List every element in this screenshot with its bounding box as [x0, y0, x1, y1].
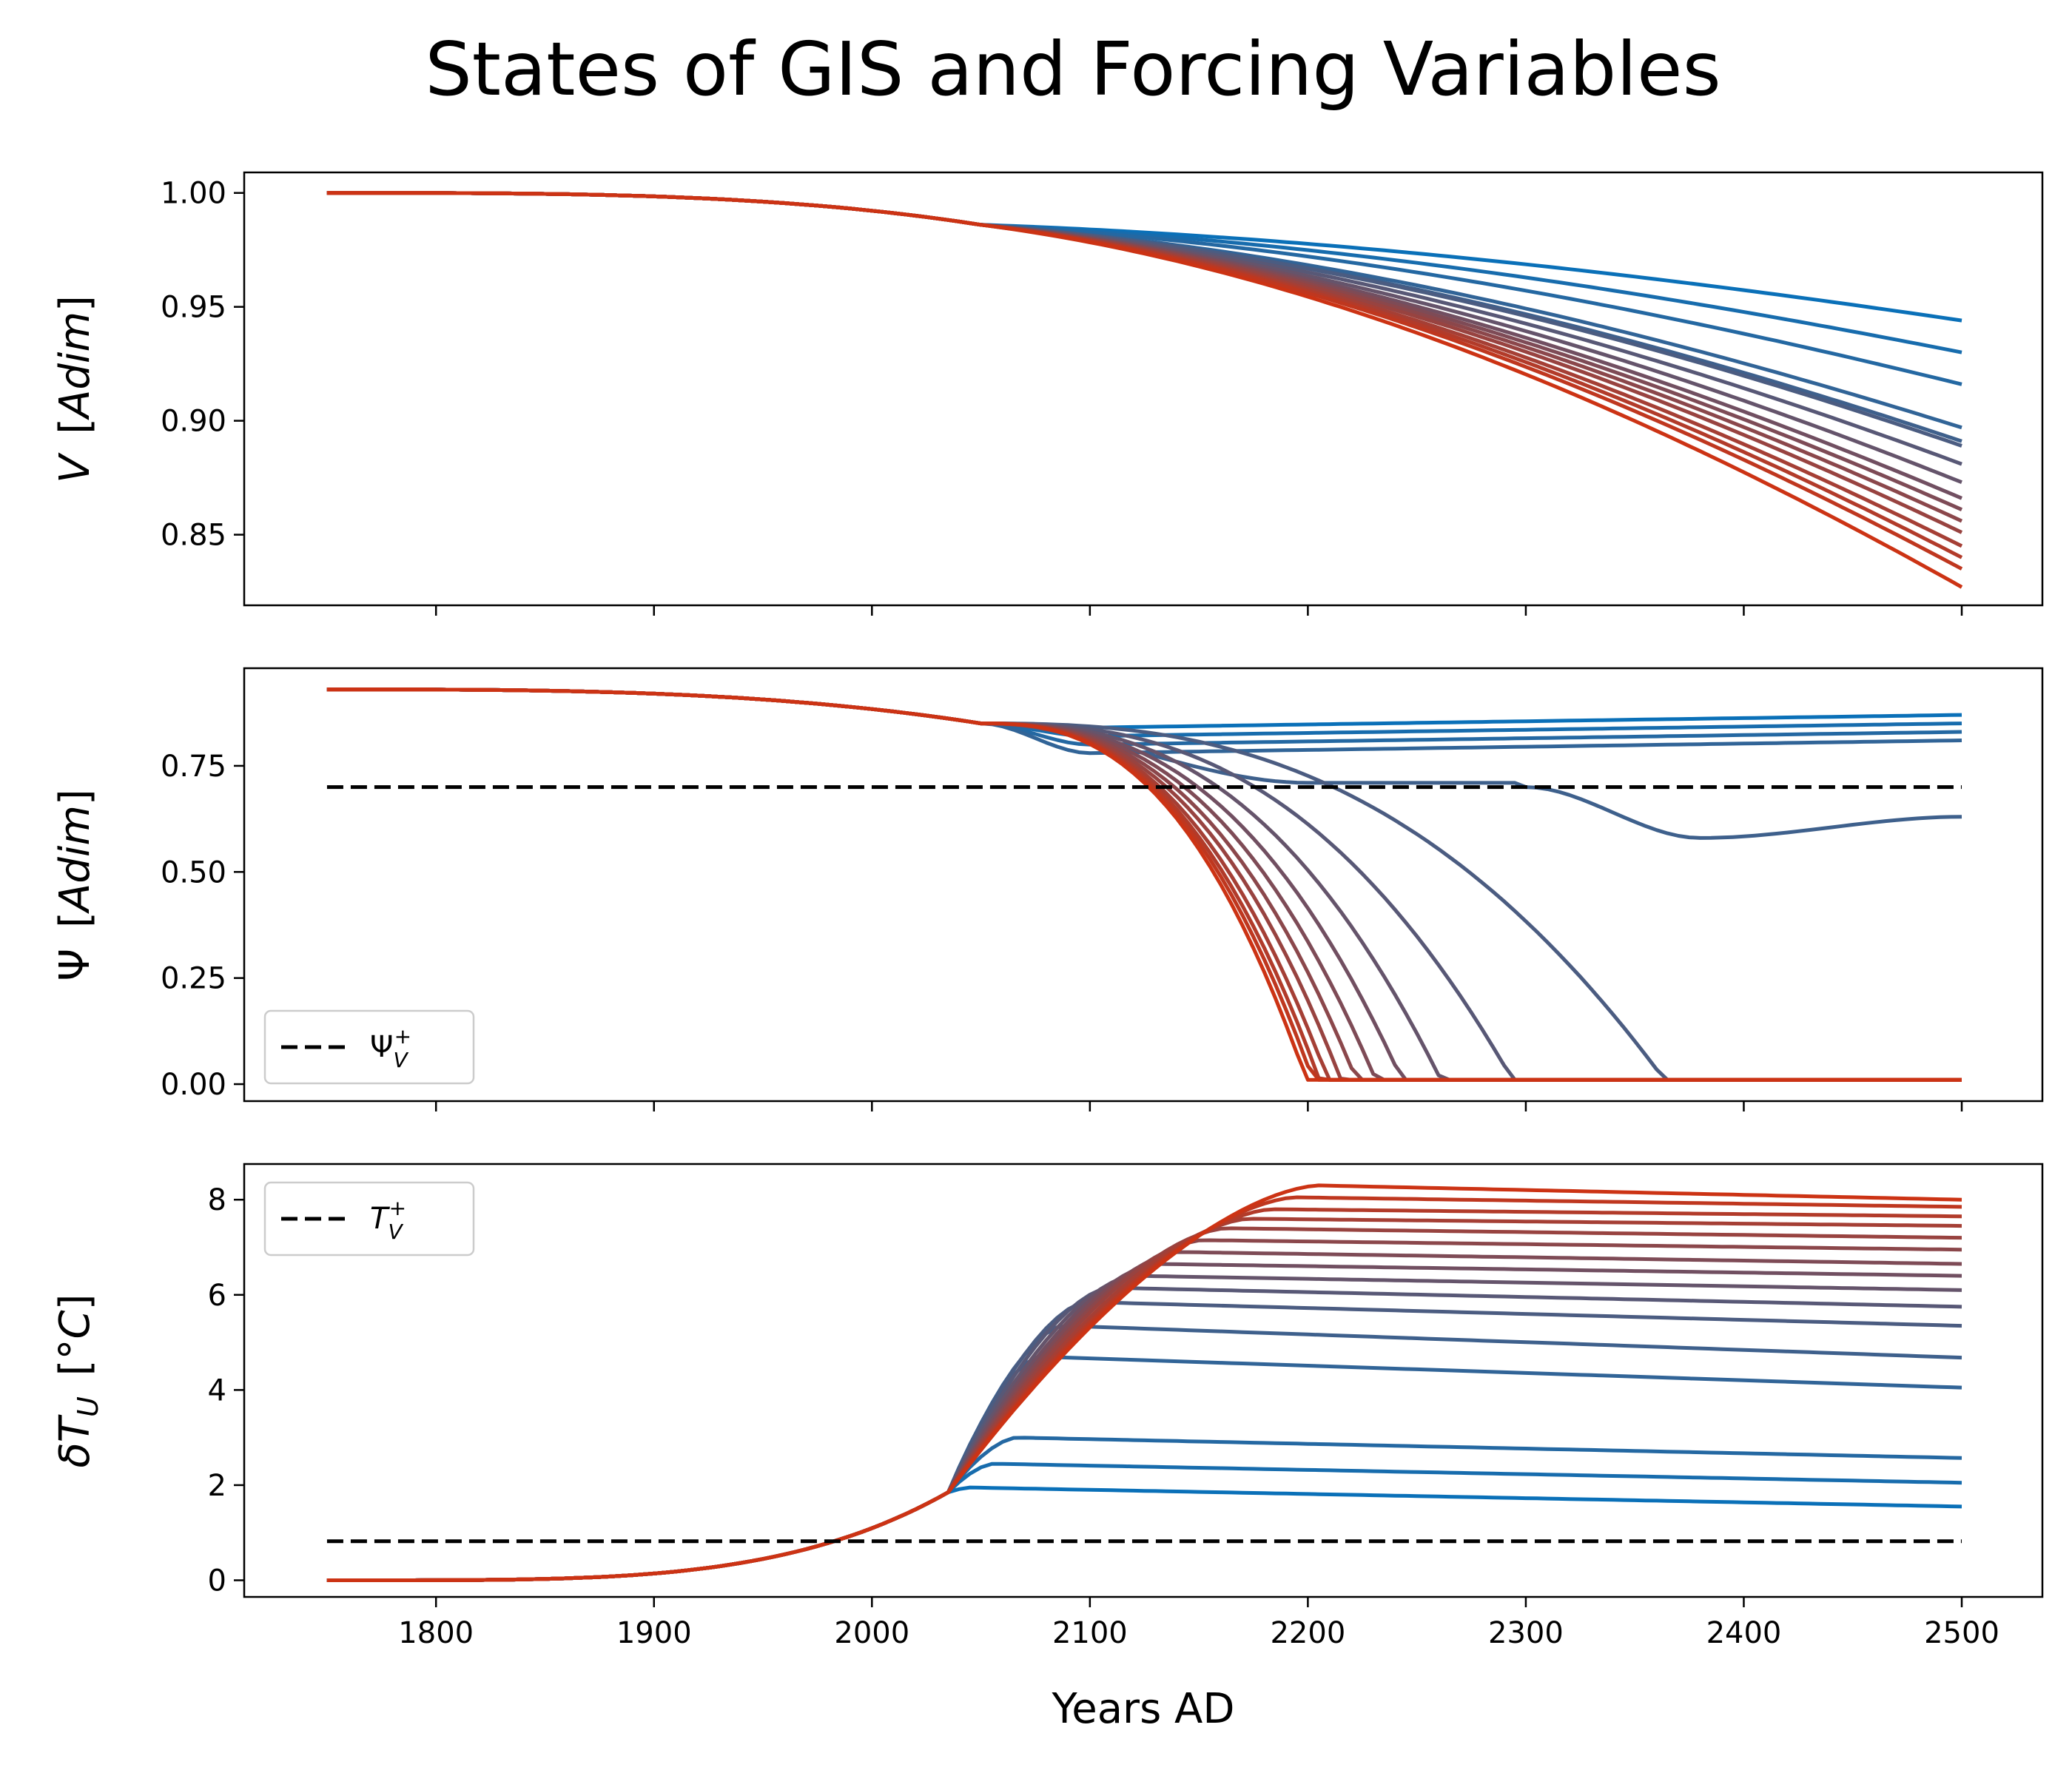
xtick-label: 1800 [398, 1616, 474, 1650]
panel-psi: 0.75 0.50 0.25 0.00 Ψ [Adim] ΨV+ [51, 667, 2044, 1111]
psi-xticks [434, 1101, 1963, 1111]
v-series-group [326, 191, 1963, 589]
ytick-label: 0.50 [161, 855, 226, 889]
ytick-label: 0.00 [161, 1068, 226, 1102]
psi-legend-label: ΨV+ [370, 1024, 411, 1072]
psi-ylabel: Ψ [Adim] [51, 789, 99, 981]
ytick-label: 6 [208, 1279, 226, 1313]
v-xticks [434, 605, 1963, 616]
ytick-label: 0.90 [161, 405, 226, 439]
xtick-label: 2300 [1488, 1616, 1564, 1650]
panel-dt: 8 6 4 2 0 1800 1900 2000 2100 2200 2300 2400 2500 δ… [51, 1163, 2044, 1733]
series-line [326, 687, 1962, 1082]
dt-series-group [326, 1183, 1962, 1582]
figure-title: States of GIS and Forcing Variables [425, 26, 1720, 112]
xtick-label: 2100 [1052, 1616, 1128, 1650]
dt-yticks: 8 6 4 2 0 [208, 1183, 244, 1598]
dt-ylabel: δTU [°C] [51, 1294, 108, 1468]
ytick-label: 0.75 [161, 750, 226, 784]
ytick-label: 0.85 [161, 519, 226, 553]
ytick-label: 0 [208, 1564, 226, 1598]
xtick-label: 2500 [1924, 1616, 1999, 1650]
psi-yticks: 0.75 0.50 0.25 0.00 [161, 750, 244, 1102]
v-axes-frame [243, 171, 2044, 607]
xtick-label: 2400 [1706, 1616, 1782, 1650]
ytick-label: 2 [208, 1469, 226, 1503]
psi-series-group [326, 687, 1962, 1082]
ytick-label: 0.25 [161, 962, 226, 996]
ytick-label: 0.95 [161, 291, 226, 325]
ytick-label: 1.00 [161, 177, 226, 211]
v-ylabel: V [Adim] [51, 295, 99, 483]
dt-legend-label: TV+ [370, 1196, 406, 1244]
xtick-label: 2000 [834, 1616, 909, 1650]
panel-v: 1.00 0.95 0.90 0.85 V [Adim] [51, 171, 2044, 616]
dt-axes-frame [243, 1163, 2044, 1598]
v-yticks: 1.00 0.95 0.90 0.85 [161, 177, 244, 553]
xtick-label: 1900 [616, 1616, 692, 1650]
ytick-label: 8 [208, 1183, 226, 1217]
psi-legend: ΨV+ [263, 1009, 475, 1085]
dt-xlabel: Years AD [1052, 1685, 1235, 1733]
psi-axes-frame [243, 667, 2044, 1103]
series-line [326, 191, 1963, 589]
dt-xticks: 1800 1900 2000 2100 2200 2300 2400 2500 [398, 1597, 1999, 1650]
xtick-label: 2200 [1270, 1616, 1345, 1650]
dt-legend: TV+ [263, 1181, 475, 1257]
ytick-label: 4 [208, 1373, 226, 1407]
series-line [326, 1183, 1962, 1582]
